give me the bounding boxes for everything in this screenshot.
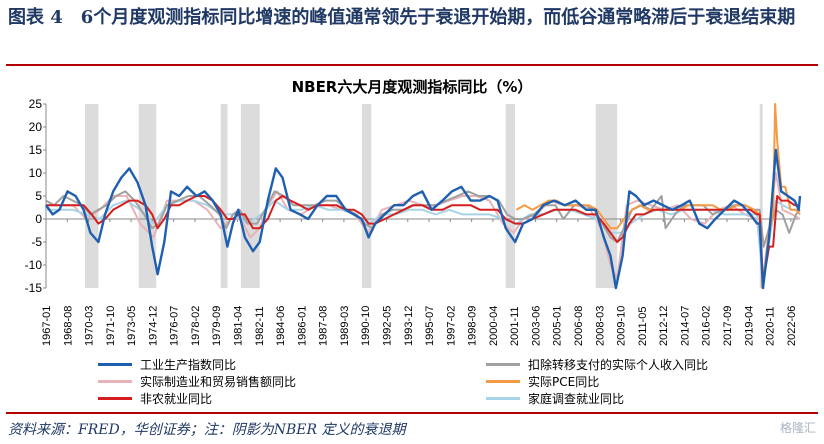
- x-tick-label: 2017-09: [722, 306, 734, 346]
- y-tick-label: 10: [29, 166, 43, 180]
- x-tick-label: 1971-10: [105, 306, 117, 346]
- legend-item-industrial-production: 工业生产指数同比: [98, 356, 236, 373]
- recession-shade: [595, 104, 618, 288]
- recession-shade: [759, 104, 763, 288]
- x-tick-label: 2014-07: [679, 306, 691, 346]
- x-tick-label: 1970-03: [84, 306, 96, 346]
- legend-item-real-personal-income: 扣除转移支付的实际个人收入同比: [486, 356, 708, 373]
- legend-label: 实际PCE同比: [528, 375, 600, 389]
- series-line-4: [46, 195, 800, 285]
- legend-item-real-pce: 实际PCE同比: [486, 373, 599, 390]
- x-tick-label: 1967-01: [41, 306, 53, 346]
- x-tick-label: 2019-04: [743, 306, 755, 346]
- legend-label: 实际制造业和贸易销售额同比: [140, 375, 297, 389]
- legend-swatch: [486, 363, 520, 366]
- series-line-3: [515, 103, 801, 289]
- x-tick-label: 1968-08: [62, 306, 74, 346]
- bottom-rule: [6, 412, 818, 414]
- legend-label: 家庭调查就业同比: [528, 392, 625, 406]
- y-tick-label: 0: [35, 212, 42, 226]
- legend-label: 非农就业同比: [140, 392, 213, 406]
- x-tick-label: 2006-08: [573, 306, 585, 346]
- x-tick-label: 2020-11: [765, 306, 777, 346]
- x-tick-label: 1981-04: [233, 306, 245, 346]
- legend-swatch: [98, 363, 132, 366]
- x-tick-label: 2009-10: [616, 306, 628, 346]
- y-tick-label: 20: [29, 120, 43, 134]
- line-chart: -15 -10 -5 0 5 10 15 20 25 1967-01 1968-08 1970-03 1…: [25, 97, 802, 346]
- x-tick-label: 2008-03: [594, 306, 606, 346]
- x-tick-label: 2016-02: [701, 306, 713, 346]
- x-tick-label: 2001-11: [509, 306, 521, 346]
- chart-legend: 工业生产指数同比 扣除转移支付的实际个人收入同比 实际制造业和贸易销售额同比 实…: [0, 352, 824, 408]
- x-tick-label: 2003-06: [530, 306, 542, 346]
- x-tick-label: 1989-03: [339, 306, 351, 346]
- legend-swatch: [98, 380, 132, 383]
- y-tick-label: -15: [25, 281, 43, 295]
- legend-swatch: [98, 397, 132, 400]
- x-tick-label: 1992-05: [381, 306, 393, 346]
- x-tick-label: 2022-06: [786, 306, 798, 346]
- y-tick-label: -10: [25, 258, 43, 272]
- top-rule: [6, 64, 818, 66]
- series-line-0: [45, 148, 802, 290]
- x-tick-label: 1978-02: [190, 306, 202, 346]
- recession-shade: [84, 104, 99, 288]
- legend-item-nonfarm-payrolls: 非农就业同比: [98, 390, 212, 407]
- x-tick-label: 1984-06: [275, 306, 287, 346]
- x-tick-label: 1987-08: [318, 306, 330, 346]
- y-tick-label: 25: [29, 97, 43, 111]
- x-tick-label: 1976-07: [169, 306, 181, 346]
- x-tick-label: 1974-12: [147, 306, 159, 346]
- y-tick-label: 15: [29, 143, 43, 157]
- x-tick-label: 1982-11: [254, 306, 266, 346]
- legend-item-manufacturing-trade-sales: 实际制造业和贸易销售额同比: [98, 373, 296, 390]
- x-tick-label: 1993-12: [403, 306, 415, 346]
- figure-title: 图表 4 6个月度观测指标同比增速的峰值通常领先于衰退开始期，而低谷通常略滞后于…: [8, 7, 796, 28]
- x-tick-label: 2000-04: [488, 306, 500, 346]
- watermark: 格隆汇: [779, 421, 816, 435]
- x-tick-label: 1986-01: [296, 306, 308, 346]
- x-tick-label: 1995-07: [424, 306, 436, 346]
- x-tick-label: 2005-01: [552, 306, 564, 346]
- legend-label: 工业生产指数同比: [140, 358, 237, 372]
- recession-shade: [220, 104, 228, 288]
- chart-title: NBER六大月度观测指标同比（%）: [291, 78, 533, 96]
- x-tick-label: 2012-12: [658, 306, 670, 346]
- legend-swatch: [486, 380, 520, 383]
- y-tick-label: -5: [31, 235, 42, 249]
- legend-label: 扣除转移支付的实际个人收入同比: [528, 358, 709, 372]
- recession-shade: [361, 104, 372, 288]
- x-tick-label: 1997-02: [445, 306, 457, 346]
- legend-swatch: [486, 397, 520, 400]
- y-tick-label: 5: [35, 189, 42, 203]
- legend-item-household-employment: 家庭调查就业同比: [486, 390, 624, 407]
- source-note: 资料来源：FRED，华创证券；注：阴影为NBER 定义的衰退期: [8, 422, 406, 438]
- x-tick-label: 1990-10: [360, 306, 372, 346]
- x-tick-label: 1998-09: [467, 306, 479, 346]
- x-tick-label: 1979-09: [211, 306, 223, 346]
- recession-shade: [240, 104, 260, 288]
- x-tick-label: 1973-05: [126, 306, 138, 346]
- recession-shade: [505, 104, 516, 288]
- x-tick-label: 2011-05: [637, 306, 649, 346]
